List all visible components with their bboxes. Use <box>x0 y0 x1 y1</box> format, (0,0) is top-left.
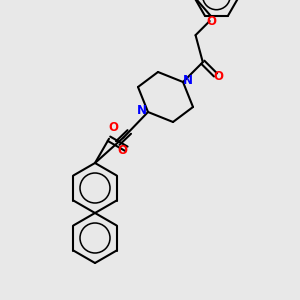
Text: O: O <box>109 121 119 134</box>
Text: N: N <box>137 103 147 116</box>
Text: N: N <box>183 74 193 86</box>
Text: O: O <box>207 14 217 28</box>
Text: O: O <box>214 70 224 83</box>
Text: O: O <box>117 144 127 157</box>
